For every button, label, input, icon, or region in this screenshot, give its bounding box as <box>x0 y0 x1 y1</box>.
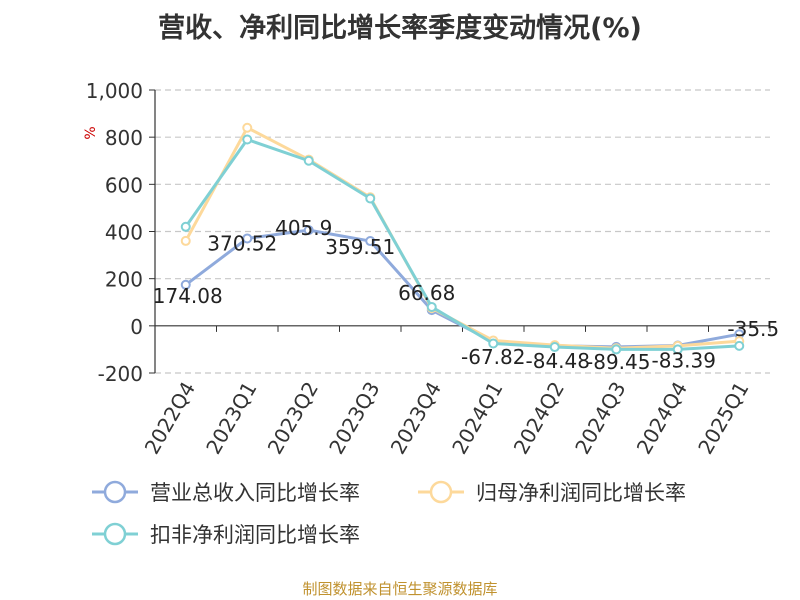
x-tick-label: 2024Q3 <box>570 378 630 459</box>
data-label: 66.68 <box>398 281 455 305</box>
x-tick-label: 2025Q1 <box>693 378 753 459</box>
y-tick-label: 800 <box>105 126 143 150</box>
x-tick-label: 2023Q2 <box>263 378 323 459</box>
x-tick-label: 2023Q3 <box>324 378 384 459</box>
data-point <box>549 342 560 353</box>
legend-label: 扣非净利润同比增长率 <box>150 523 360 547</box>
y-axis-unit: % <box>83 126 99 139</box>
data-label: -84.48 <box>526 349 590 373</box>
source-note: 制图数据来自恒生聚源数据库 <box>302 580 498 598</box>
data-point <box>365 193 376 204</box>
chart-title: 营收、净利同比增长率季度变动情况(%) <box>158 13 642 44</box>
data-point <box>611 344 622 355</box>
data-point <box>303 225 314 236</box>
data-point <box>426 301 437 312</box>
x-tick-label: 2023Q1 <box>201 378 261 459</box>
data-point <box>734 340 745 351</box>
data-point <box>180 221 191 232</box>
legend-swatch-marker <box>103 480 127 504</box>
data-point <box>242 233 253 244</box>
y-tick-label: 200 <box>105 268 143 292</box>
data-point <box>672 344 683 355</box>
data-point <box>180 279 191 290</box>
legend-label: 归母净利润同比增长率 <box>476 481 686 505</box>
data-label: 370.52 <box>207 231 277 255</box>
data-point <box>242 134 253 145</box>
y-tick-label: 0 <box>130 315 143 339</box>
x-tick-label: 2022Q4 <box>140 378 200 459</box>
data-label: 174.08 <box>153 284 223 308</box>
data-point <box>242 122 253 133</box>
y-tick-label: 600 <box>105 173 143 197</box>
grid-lines <box>155 89 770 374</box>
y-tick-label: 1,000 <box>86 79 143 103</box>
data-label: -89.45 <box>586 350 650 374</box>
x-tick-label: 2024Q4 <box>632 378 692 459</box>
legend-item: 归母净利润同比增长率 <box>418 480 686 505</box>
data-point <box>365 236 376 247</box>
data-point <box>488 338 499 349</box>
series-line <box>184 138 740 351</box>
data-label: 359.51 <box>325 235 395 259</box>
x-tick-label: 2024Q2 <box>509 378 569 459</box>
y-tick-label: -200 <box>98 362 143 386</box>
legend-swatch-marker <box>103 522 127 546</box>
legend-swatch-marker <box>429 480 453 504</box>
legend-item: 扣非净利润同比增长率 <box>92 522 360 547</box>
x-tick-label: 2024Q1 <box>447 378 507 459</box>
x-tick-label: 2023Q4 <box>386 378 446 459</box>
series-lines <box>180 122 745 355</box>
data-point <box>303 155 314 166</box>
data-label: 405.9 <box>275 216 332 240</box>
data-label: -67.82 <box>461 345 525 369</box>
data-label: -35.5 <box>727 317 779 341</box>
legend-item: 营业总收入同比增长率 <box>92 480 360 505</box>
data-point <box>180 235 191 246</box>
data-label: -83.39 <box>652 348 716 372</box>
legend-label: 营业总收入同比增长率 <box>150 481 360 505</box>
y-tick-label: 400 <box>105 221 143 245</box>
